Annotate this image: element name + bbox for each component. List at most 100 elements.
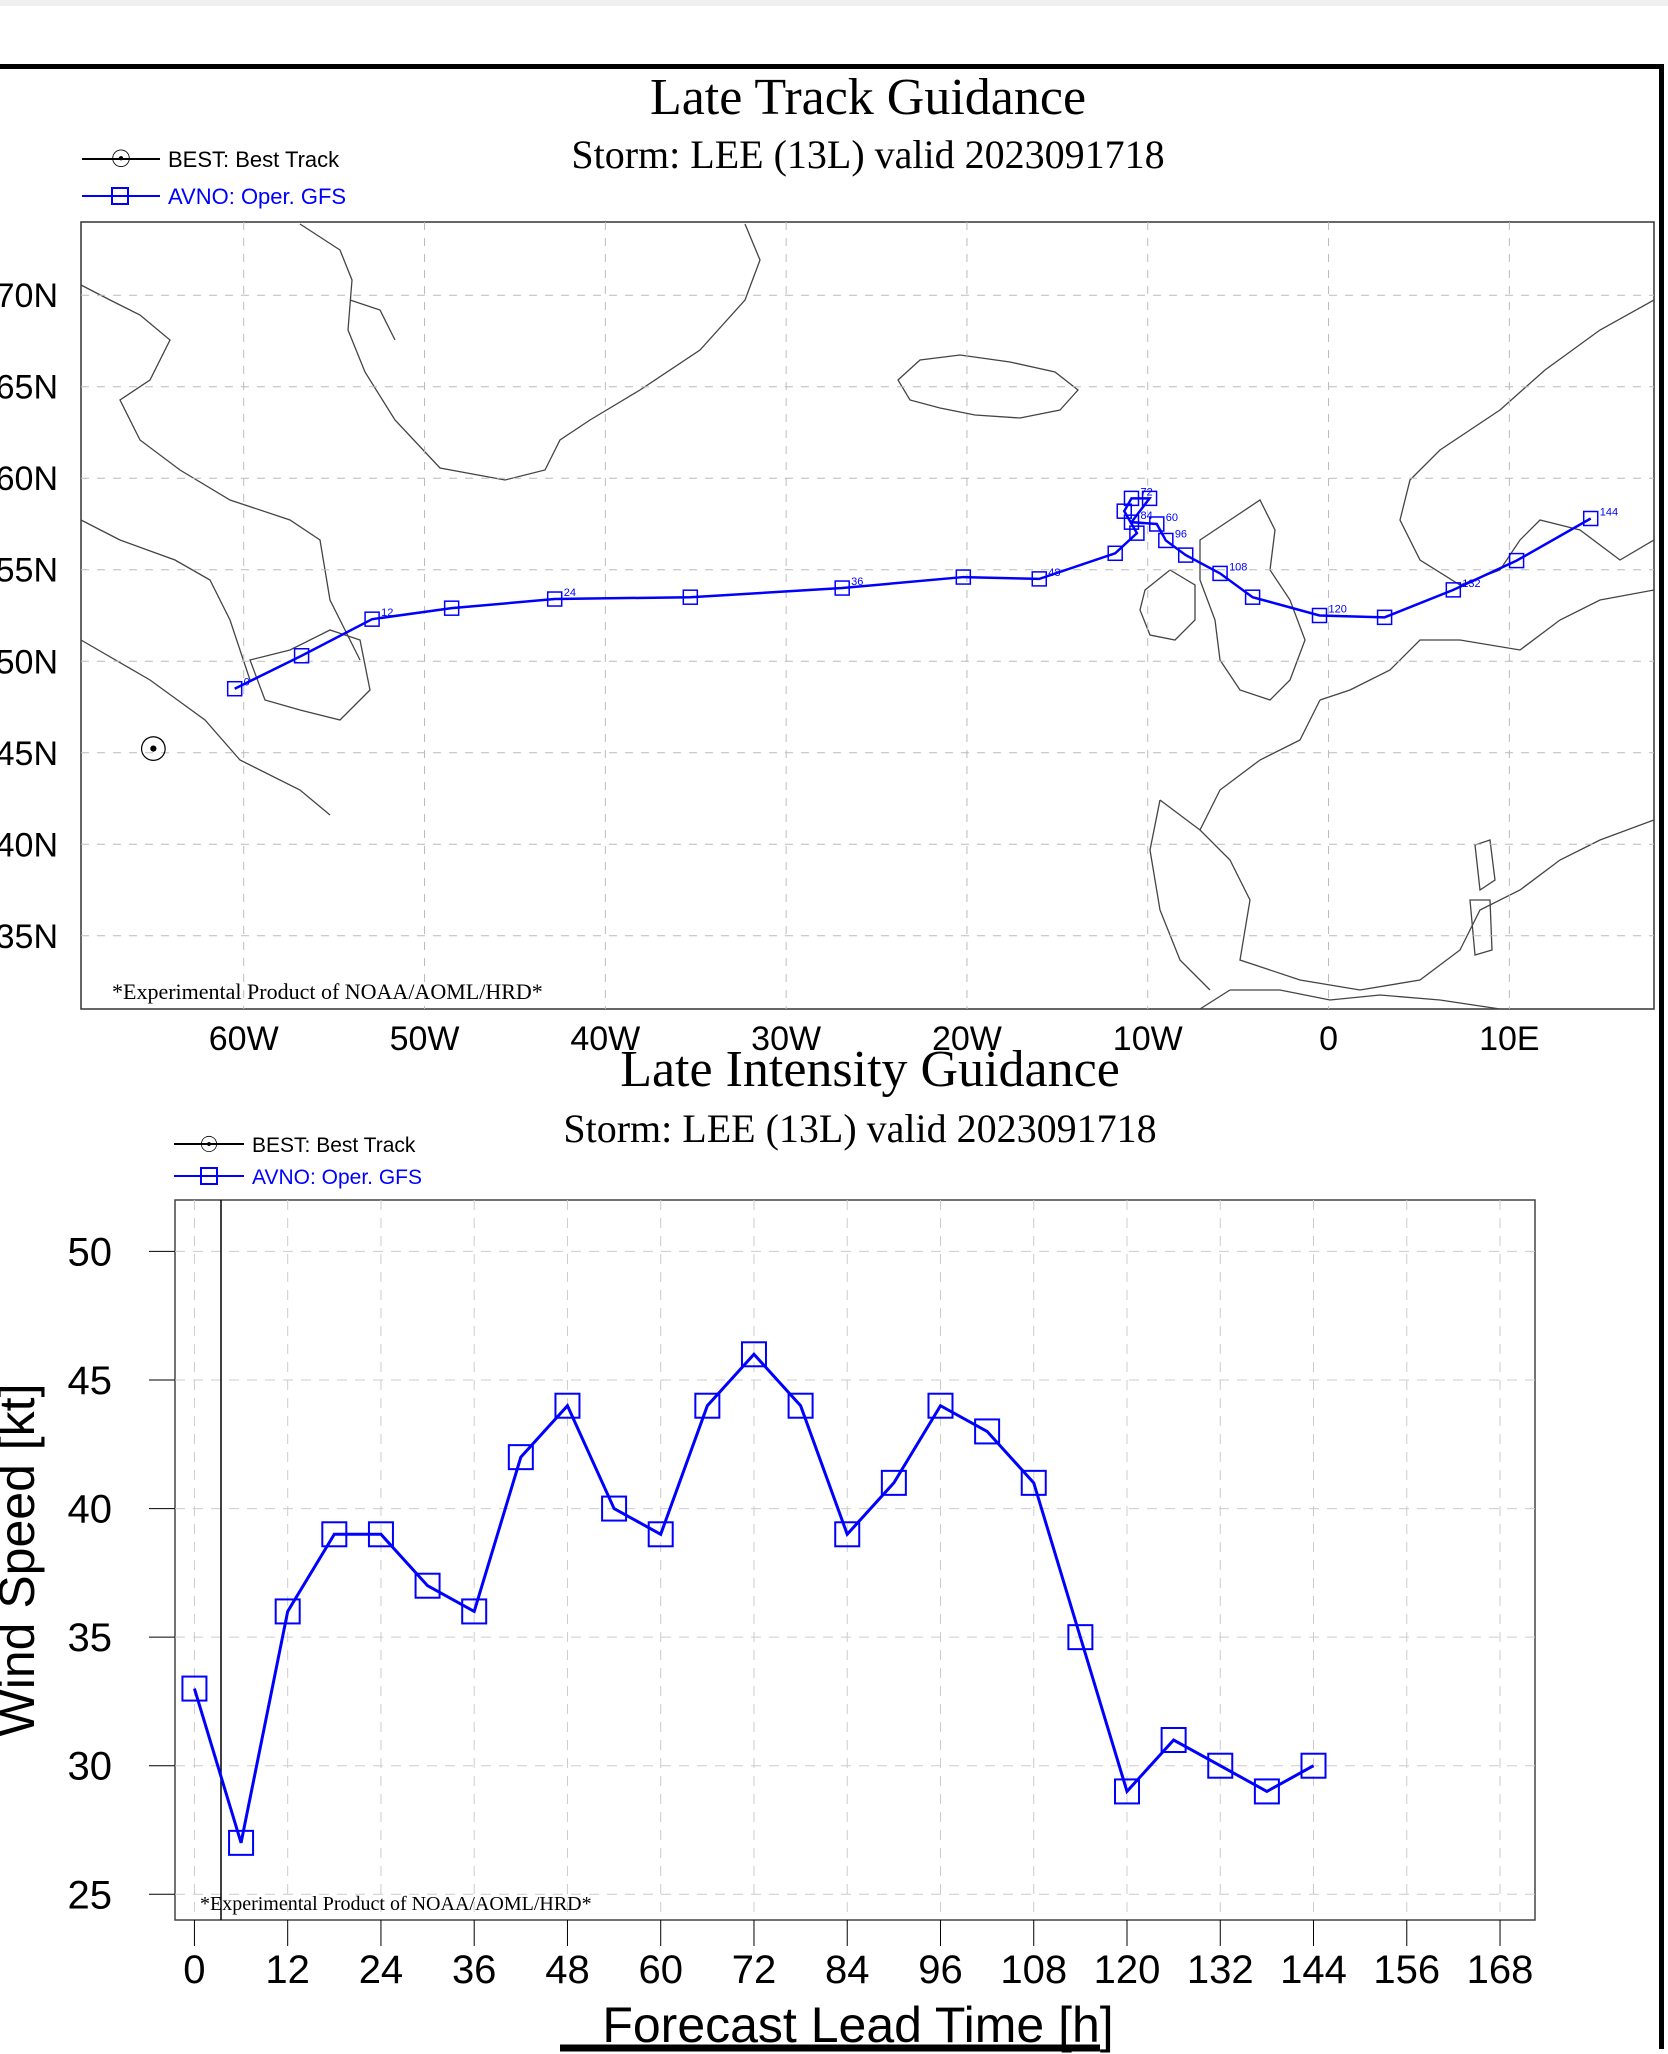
x-tick-label: 84 [825, 1948, 870, 1992]
x-tick-label: 120 [1094, 1948, 1161, 1992]
intensity-point [1207, 1752, 1234, 1779]
track-point-label: 132 [1462, 578, 1480, 590]
track-point [546, 591, 563, 607]
y-tick-label: 30 [68, 1745, 113, 1789]
y-tick-label: 40N [0, 826, 58, 864]
track-legend: ☉ BEST: Best Track AVNO: Oper. GFS [82, 146, 346, 209]
intensity-point [507, 1444, 534, 1471]
intensity-footnote: *Experimental Product of NOAA/AOML/HRD* [200, 1893, 592, 1915]
best-track-symbol: ☉ [138, 731, 168, 769]
figure-frame [0, 64, 1664, 2049]
intensity-chart: Late Intensity Guidance Storm: LEE (13L)… [0, 1041, 1536, 2053]
track-point [1244, 589, 1261, 605]
x-tick-label: 12 [265, 1948, 310, 1992]
y-tick-label: 50N [0, 643, 58, 681]
x-tick-label: 40W [570, 1020, 640, 1058]
x-tick-label: 10E [1479, 1020, 1540, 1058]
x-tick-label: 60 [638, 1948, 683, 1992]
intensity-chart-title: Late Intensity Guidance [620, 1041, 1120, 1098]
track-point-label: 48 [1048, 567, 1060, 579]
x-tick-label: 132 [1187, 1948, 1254, 1992]
legend-avno-label: AVNO: Oper. GFS [252, 1166, 422, 1189]
y-axis-label: Wind Speed [kt] [0, 1384, 45, 1737]
track-point [955, 569, 972, 585]
legend-best-track-label: BEST: Best Track [252, 1134, 416, 1157]
legend-avno-label: AVNO: Oper. GFS [168, 184, 346, 209]
x-tick-label: 108 [1000, 1948, 1067, 1992]
x-tick-label: 48 [545, 1948, 590, 1992]
track-point [834, 580, 850, 596]
track-point-label: 72 [1140, 486, 1152, 498]
y-tick-label: 45N [0, 735, 58, 773]
track-point [1376, 609, 1393, 626]
x-tick-label: 60W [209, 1020, 279, 1058]
track-point [1129, 525, 1145, 541]
intensity-point [1160, 1727, 1187, 1753]
y-tick-label: 65N [0, 369, 58, 407]
hurricane-symbol-icon: ☉ [110, 146, 132, 173]
square-marker-icon [200, 1167, 218, 1185]
track-point [1445, 582, 1462, 598]
intensity-point [880, 1469, 907, 1496]
intensity-chart-subtitle: Storm: LEE (13L) valid 2023091718 [563, 1106, 1156, 1151]
track-point [443, 600, 460, 616]
track-point-label: 36 [851, 576, 863, 588]
intensity-point [787, 1392, 814, 1419]
track-point [1107, 545, 1123, 562]
x-tick-label: 20W [932, 1020, 1002, 1058]
x-tick-label: 168 [1467, 1948, 1534, 1992]
track-point [1177, 547, 1194, 563]
intensity-point [554, 1392, 581, 1419]
intensity-point [461, 1598, 488, 1625]
track-point-label: 108 [1229, 561, 1247, 573]
track-point [293, 648, 310, 664]
y-tick-label: 45 [68, 1359, 113, 1403]
intensity-point [321, 1521, 348, 1548]
intensity-point [274, 1598, 301, 1625]
track-point-label: 60 [1166, 512, 1178, 524]
intensity-point [414, 1572, 441, 1599]
track-point [1141, 490, 1158, 507]
x-tick-label: 72 [732, 1948, 777, 1992]
x-tick-label: 0 [183, 1948, 205, 1992]
intensity-marks [181, 1341, 1327, 1856]
x-tick-label: 30W [751, 1020, 821, 1058]
track-point [1149, 516, 1165, 532]
track-point-label: 12 [381, 607, 393, 619]
track-point [1508, 552, 1525, 569]
track-chart: Late Track Guidance Storm: LEE (13L) val… [0, 69, 1655, 1058]
track-marks: 0 12 24 36 48 72 84 60 96 108 120 132 144 ☉ [138, 486, 1618, 769]
x-tick-label: 156 [1373, 1948, 1440, 1992]
track-point [364, 611, 380, 627]
track-point-label: 144 [1600, 506, 1618, 518]
y-tick-label: 40 [68, 1488, 113, 1532]
track-point [1212, 565, 1228, 582]
track-footnote: *Experimental Product of NOAA/AOML/HRD* [112, 979, 543, 1004]
y-tick-label: 35 [68, 1616, 113, 1660]
y-tick-label: 70N [0, 277, 58, 315]
y-tick-label: 55N [0, 552, 58, 590]
window-top-bar [0, 0, 1668, 6]
intensity-point [1300, 1752, 1327, 1779]
track-point [226, 680, 243, 697]
intensity-line-avno [192, 1352, 1315, 1844]
x-tick-label: 96 [918, 1948, 963, 1992]
map-coastlines [80, 223, 1655, 1010]
track-point [1311, 607, 1328, 624]
track-plot-area [80, 221, 1655, 1010]
hurricane-symbol-icon: ☉ [199, 1132, 219, 1157]
legend-best-track-label: BEST: Best Track [168, 147, 340, 172]
intensity-point [601, 1495, 628, 1522]
track-point [1123, 514, 1140, 530]
intensity-point [228, 1829, 255, 1856]
intensity-point [181, 1675, 208, 1702]
intensity-point [834, 1521, 861, 1548]
y-tick-label: 35N [0, 918, 58, 956]
track-chart-subtitle: Storm: LEE (13L) valid 2023091718 [571, 132, 1164, 177]
intensity-legend: ☉ BEST: Best Track AVNO: Oper. GFS [174, 1132, 422, 1189]
x-tick-label: 0 [1319, 1020, 1338, 1058]
y-tick-label: 25 [68, 1873, 113, 1917]
intensity-point [740, 1341, 767, 1368]
track-tick-labels: 60W 50W 40W 30W 20W 10W 0 10E 70N 65N 60N 55N 50N 45N… [0, 277, 1540, 1058]
track-point [682, 589, 699, 605]
